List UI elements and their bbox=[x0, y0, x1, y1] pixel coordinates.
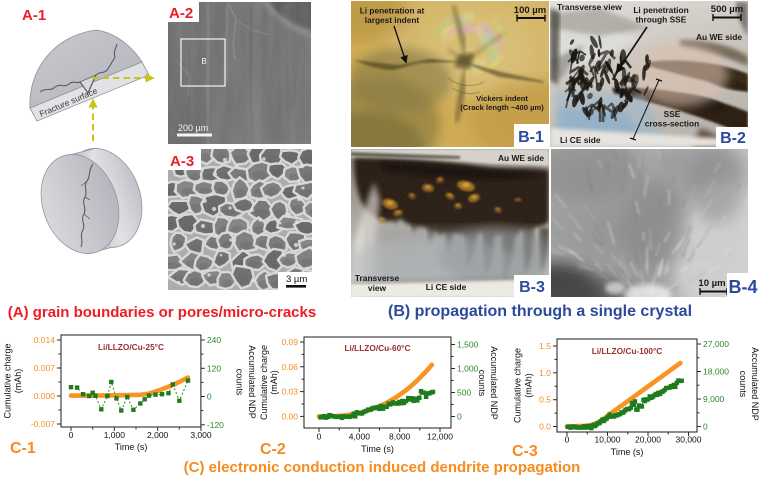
svg-text:A-1: A-1 bbox=[22, 7, 46, 24]
svg-text:-120: -120 bbox=[207, 420, 224, 430]
svg-text:Cumulative charge: Cumulative charge bbox=[259, 345, 269, 420]
svg-text:Au WE side: Au WE side bbox=[498, 153, 544, 163]
svg-text:4,000: 4,000 bbox=[349, 432, 371, 442]
svg-text:10 µm: 10 µm bbox=[698, 278, 725, 289]
svg-text:10,000: 10,000 bbox=[595, 435, 621, 445]
svg-text:Time (s): Time (s) bbox=[115, 442, 148, 452]
svg-text:Cumulative charge: Cumulative charge bbox=[513, 348, 523, 423]
svg-text:1,000: 1,000 bbox=[457, 364, 479, 374]
svg-text:A-2: A-2 bbox=[169, 5, 193, 22]
svg-text:500: 500 bbox=[457, 388, 471, 398]
svg-text:(A) grain boundaries or pores/: (A) grain boundaries or pores/micro-crac… bbox=[8, 304, 316, 321]
svg-text:(Crack length ~400 µm): (Crack length ~400 µm) bbox=[460, 103, 544, 112]
svg-text:Li CE side: Li CE side bbox=[426, 282, 467, 292]
svg-text:A-3: A-3 bbox=[170, 153, 194, 170]
svg-text:0.5: 0.5 bbox=[539, 395, 551, 405]
svg-text:(mAh): (mAh) bbox=[13, 369, 23, 394]
svg-text:3,000: 3,000 bbox=[190, 430, 212, 440]
svg-text:B-1: B-1 bbox=[518, 129, 544, 146]
svg-text:Transverse view: Transverse view bbox=[557, 2, 622, 12]
svg-text:Li CE side: Li CE side bbox=[560, 135, 601, 145]
svg-text:(B) propagation through a sing: (B) propagation through a single crystal bbox=[388, 303, 692, 320]
svg-text:12,000: 12,000 bbox=[427, 432, 453, 442]
svg-text:3 µm: 3 µm bbox=[286, 274, 307, 285]
svg-text:0.00: 0.00 bbox=[281, 411, 298, 421]
svg-text:(C) electronic conduction indu: (C) electronic conduction induced dendri… bbox=[184, 459, 581, 476]
svg-text:0: 0 bbox=[207, 392, 212, 402]
svg-text:1.0: 1.0 bbox=[539, 368, 551, 378]
svg-text:Accumulated NDP: Accumulated NDP bbox=[489, 346, 499, 420]
svg-text:0.03: 0.03 bbox=[281, 387, 298, 397]
svg-text:0.014: 0.014 bbox=[34, 335, 56, 345]
svg-text:0: 0 bbox=[317, 432, 322, 442]
svg-text:Cumulative charge: Cumulative charge bbox=[3, 343, 13, 418]
svg-text:0.06: 0.06 bbox=[281, 362, 298, 372]
svg-text:C-2: C-2 bbox=[260, 441, 286, 458]
svg-text:Vickers indent: Vickers indent bbox=[476, 94, 528, 103]
svg-text:Time (s): Time (s) bbox=[611, 447, 644, 457]
svg-text:30,000: 30,000 bbox=[676, 435, 702, 445]
svg-text:240: 240 bbox=[207, 335, 221, 345]
svg-text:B: B bbox=[201, 57, 206, 66]
svg-text:0.000: 0.000 bbox=[34, 391, 56, 401]
svg-text:counts: counts bbox=[477, 370, 487, 397]
svg-text:1,500: 1,500 bbox=[457, 340, 479, 350]
svg-text:500 µm: 500 µm bbox=[711, 4, 743, 15]
svg-text:100 µm: 100 µm bbox=[514, 5, 546, 16]
svg-text:view: view bbox=[368, 283, 387, 293]
svg-text:0: 0 bbox=[457, 412, 462, 422]
svg-text:0: 0 bbox=[703, 422, 708, 432]
svg-text:B-3: B-3 bbox=[519, 279, 545, 296]
svg-text:cross-section: cross-section bbox=[645, 119, 699, 129]
svg-text:(mAh): (mAh) bbox=[269, 370, 279, 395]
svg-text:120: 120 bbox=[207, 363, 221, 373]
svg-text:Li penetration at: Li penetration at bbox=[360, 6, 425, 16]
svg-text:Li/LLZO/Cu-25°C: Li/LLZO/Cu-25°C bbox=[98, 342, 164, 352]
svg-text:B-4: B-4 bbox=[728, 277, 757, 297]
svg-text:8,000: 8,000 bbox=[389, 432, 411, 442]
svg-text:largest indent: largest indent bbox=[365, 15, 420, 25]
svg-text:20,000: 20,000 bbox=[635, 435, 661, 445]
svg-text:SSE: SSE bbox=[664, 109, 681, 119]
svg-text:Li penetration: Li penetration bbox=[633, 5, 688, 15]
svg-text:Time (s): Time (s) bbox=[361, 444, 394, 454]
svg-text:Au WE side: Au WE side bbox=[696, 32, 742, 42]
svg-text:18,000: 18,000 bbox=[703, 367, 729, 377]
svg-text:through SSE: through SSE bbox=[636, 15, 687, 25]
svg-text:9,000: 9,000 bbox=[703, 394, 725, 404]
svg-text:Accumulated NDP: Accumulated NDP bbox=[750, 347, 759, 421]
svg-text:counts: counts bbox=[235, 369, 245, 396]
svg-text:27,000: 27,000 bbox=[703, 339, 729, 349]
svg-text:B-2: B-2 bbox=[720, 130, 746, 147]
svg-text:0: 0 bbox=[69, 430, 74, 440]
svg-text:200 µm: 200 µm bbox=[178, 123, 208, 133]
svg-text:Accumulated NDP: Accumulated NDP bbox=[247, 345, 257, 419]
svg-text:0.0: 0.0 bbox=[539, 422, 551, 432]
svg-text:(mAh): (mAh) bbox=[524, 373, 534, 398]
svg-text:Transverse: Transverse bbox=[355, 273, 400, 283]
svg-text:0.09: 0.09 bbox=[281, 337, 298, 347]
svg-text:-0.007: -0.007 bbox=[31, 419, 55, 429]
svg-text:C-3: C-3 bbox=[512, 443, 538, 460]
svg-text:Li/LLZO/Cu-60°C: Li/LLZO/Cu-60°C bbox=[344, 343, 410, 353]
svg-text:C-1: C-1 bbox=[10, 440, 36, 457]
svg-text:0: 0 bbox=[565, 435, 570, 445]
svg-text:0.007: 0.007 bbox=[34, 363, 56, 373]
svg-text:2,000: 2,000 bbox=[147, 430, 169, 440]
svg-text:1.5: 1.5 bbox=[539, 341, 551, 351]
svg-text:1,000: 1,000 bbox=[104, 430, 126, 440]
svg-text:Li/LLZO/Cu-100°C: Li/LLZO/Cu-100°C bbox=[592, 346, 663, 356]
svg-text:counts: counts bbox=[738, 371, 748, 398]
